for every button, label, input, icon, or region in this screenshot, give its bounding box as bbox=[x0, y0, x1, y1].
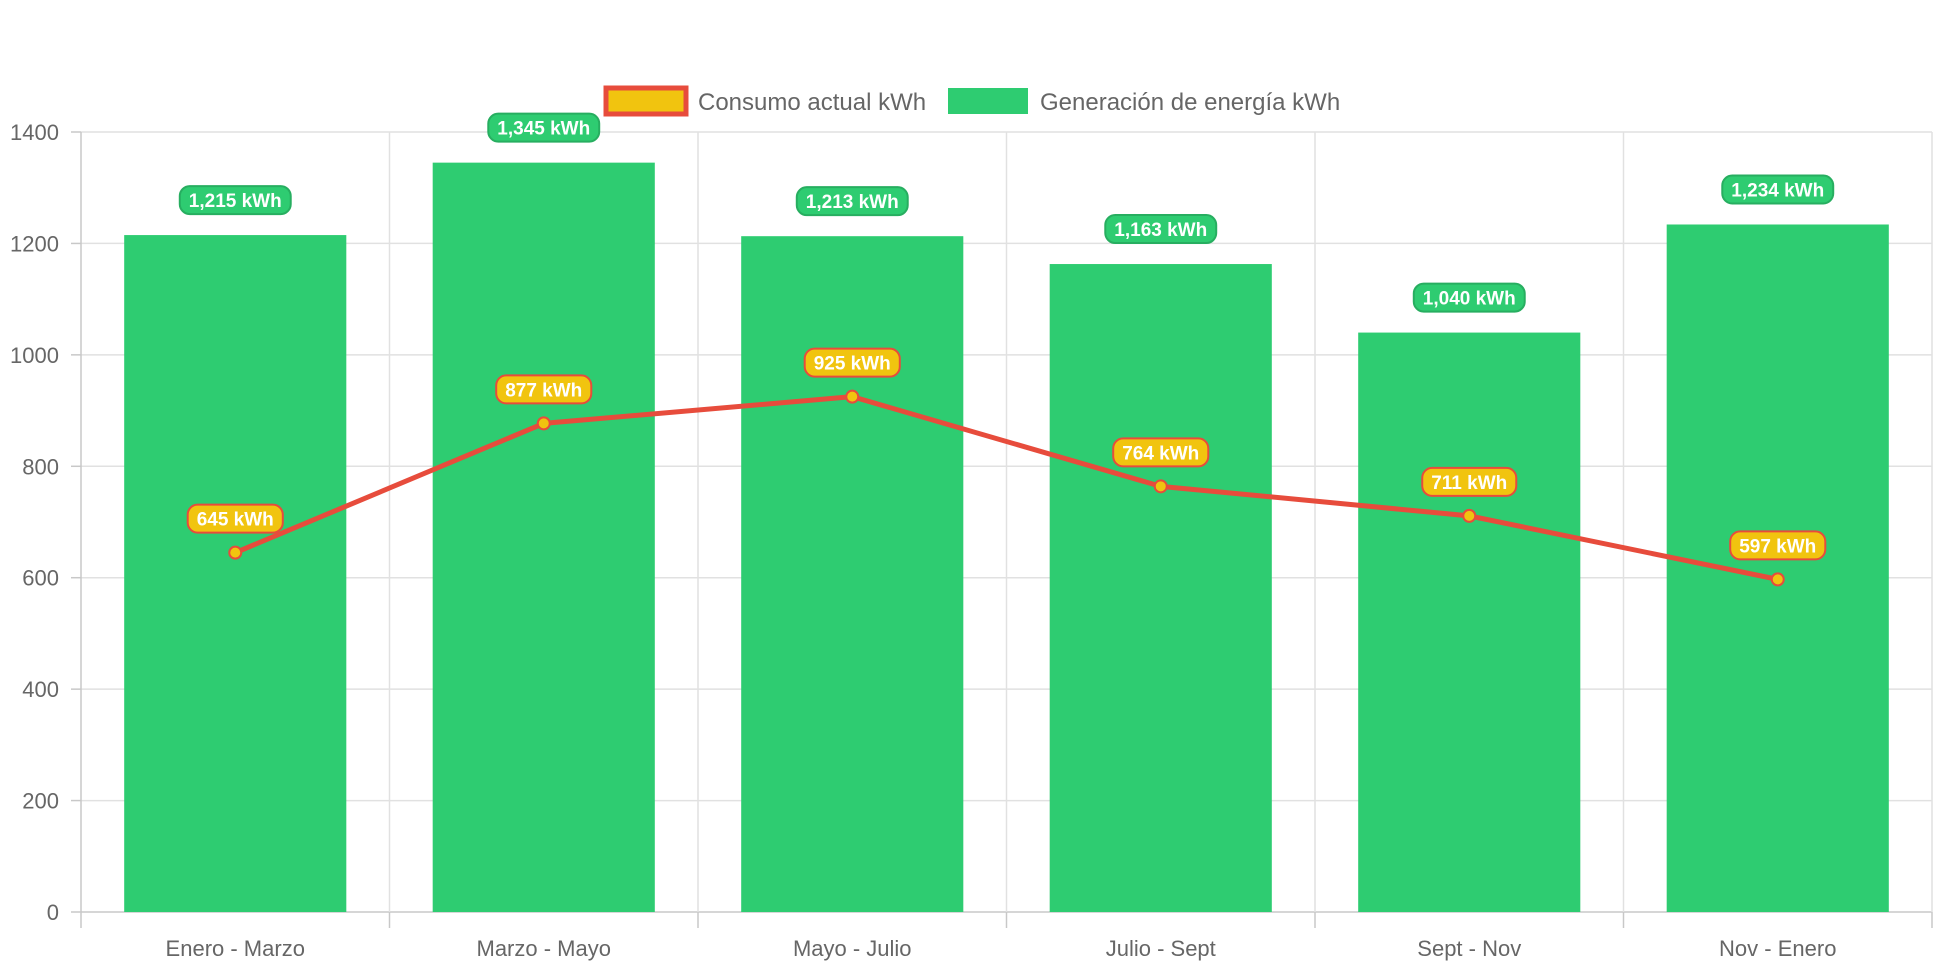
line-point bbox=[1153, 479, 1168, 494]
y-tick-label: 800 bbox=[22, 454, 59, 479]
bar-data-label: 1,213 kWh bbox=[795, 186, 909, 217]
line-layer bbox=[228, 389, 1785, 587]
line-point bbox=[228, 545, 243, 560]
line-data-label-text: 645 kWh bbox=[197, 510, 274, 531]
legend-swatch-generacion bbox=[948, 88, 1028, 114]
x-tick-label: Marzo - Mayo bbox=[477, 936, 611, 961]
legend-label-consumo: Consumo actual kWh bbox=[698, 89, 926, 116]
bar bbox=[1049, 264, 1272, 912]
x-tick-label: Julio - Sept bbox=[1106, 936, 1216, 961]
bar bbox=[432, 162, 655, 913]
y-tick-label: 1400 bbox=[10, 120, 59, 145]
line-data-label: 764 kWh bbox=[1112, 437, 1210, 468]
bar-data-label-text: 1,234 kWh bbox=[1731, 180, 1824, 201]
bar-data-label-text: 1,345 kWh bbox=[497, 119, 590, 140]
bar-layer bbox=[124, 162, 1889, 913]
line-point bbox=[1770, 572, 1785, 587]
line-data-label-text: 925 kWh bbox=[814, 354, 891, 375]
line-data-label-bg bbox=[495, 374, 593, 405]
line-data-label-bg bbox=[1729, 530, 1827, 561]
axis-layer: 0 200 400 600 800 1000 1200 1400 Enero - Marzo Ma… bbox=[10, 120, 1933, 961]
line-data-label-bg bbox=[803, 347, 901, 378]
bar-data-label: 1,040 kWh bbox=[1412, 282, 1526, 313]
consumption-line bbox=[234, 394, 1779, 582]
line-data-label-text: 877 kWh bbox=[505, 380, 582, 401]
legend-label-generacion: Generación de energía kWh bbox=[1040, 89, 1340, 116]
line-point bbox=[536, 416, 551, 431]
line-data-label-bg bbox=[186, 503, 284, 534]
data-label-layer: 1,215 kWh 1,345 kWh 1,213 kWh 1,163 kWh 1,04… bbox=[178, 112, 1835, 561]
bar-data-label: 1,234 kWh bbox=[1721, 174, 1835, 205]
line-data-label-text: 711 kWh bbox=[1431, 473, 1507, 494]
y-tick-label: 1000 bbox=[10, 343, 59, 368]
x-tick-label: Sept - Nov bbox=[1417, 936, 1521, 961]
line-data-label: 645 kWh bbox=[186, 503, 284, 534]
line-data-label: 877 kWh bbox=[495, 374, 593, 405]
line-data-label-text: 764 kWh bbox=[1122, 443, 1199, 464]
y-tick-label: 200 bbox=[22, 789, 59, 814]
line-data-label: 597 kWh bbox=[1729, 530, 1827, 561]
bar-data-label-bg bbox=[1412, 282, 1526, 313]
bar bbox=[124, 235, 347, 913]
bar bbox=[1666, 224, 1889, 912]
y-tick-label: 400 bbox=[22, 677, 59, 702]
y-tick-label: 0 bbox=[47, 900, 59, 925]
bar-data-label-text: 1,213 kWh bbox=[806, 192, 899, 213]
line-data-label-bg bbox=[1112, 437, 1210, 468]
bar-data-label-text: 1,163 kWh bbox=[1114, 220, 1207, 241]
line-data-label: 711 kWh bbox=[1421, 466, 1518, 497]
bar-data-label: 1,163 kWh bbox=[1104, 214, 1218, 245]
x-tick-label: Enero - Marzo bbox=[166, 936, 305, 961]
bar-data-label-bg bbox=[795, 186, 909, 217]
line-data-label-bg bbox=[1421, 466, 1518, 497]
line-data-label: 925 kWh bbox=[803, 347, 901, 378]
bar-data-label-bg bbox=[1104, 214, 1218, 245]
grid-layer bbox=[80, 131, 1933, 913]
bar-data-label: 1,345 kWh bbox=[487, 112, 601, 143]
bar-data-label-text: 1,040 kWh bbox=[1423, 289, 1516, 310]
bar bbox=[741, 236, 964, 912]
bar-data-label-text: 1,215 kWh bbox=[189, 191, 282, 212]
line-point bbox=[1462, 508, 1477, 523]
legend-swatch-consumo bbox=[603, 85, 689, 117]
bar-data-label-bg bbox=[1721, 174, 1835, 205]
line-data-label-text: 597 kWh bbox=[1739, 536, 1816, 557]
y-tick-label: 1200 bbox=[10, 231, 59, 256]
bar-data-label-bg bbox=[178, 185, 292, 216]
x-tick-label: Nov - Enero bbox=[1719, 936, 1836, 961]
legend: Consumo actual kWh Generación de energía … bbox=[603, 85, 1340, 117]
bar bbox=[1358, 332, 1581, 913]
bar-data-label: 1,215 kWh bbox=[178, 185, 292, 216]
x-tick-label: Mayo - Julio bbox=[793, 936, 912, 961]
bar-data-label-bg bbox=[487, 112, 601, 143]
y-tick-label: 600 bbox=[22, 566, 59, 591]
line-point bbox=[845, 389, 860, 404]
